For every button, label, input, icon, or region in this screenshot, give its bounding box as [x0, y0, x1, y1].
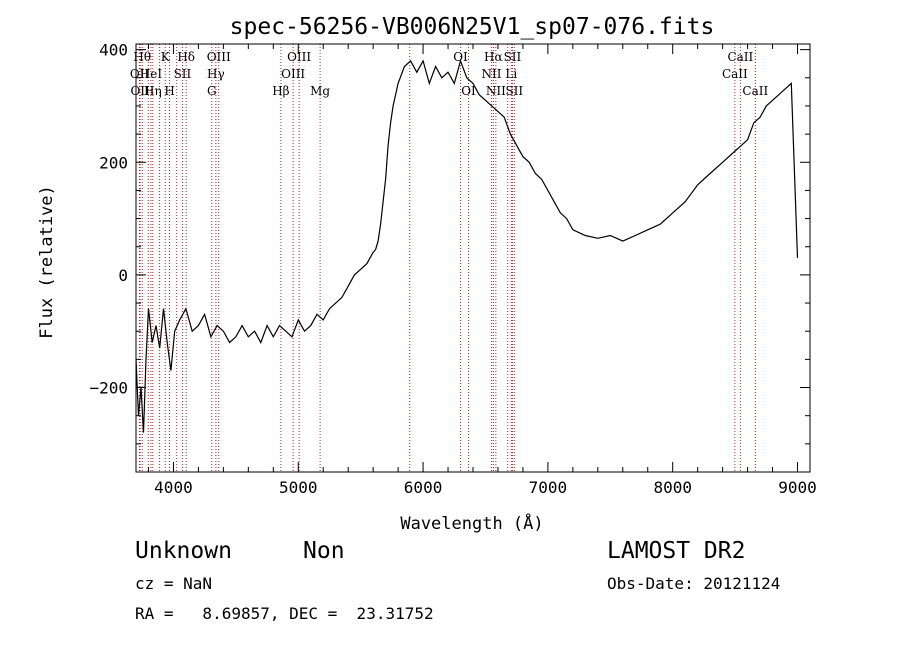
x-tick-label: 6000 [404, 478, 443, 497]
emission-line-label: OI [453, 50, 468, 64]
emission-line-label: OI [461, 84, 476, 98]
emission-line-label: SII [504, 50, 522, 64]
emission-line-label: Hα [484, 50, 503, 64]
redshift-readout: cz = NaN [135, 574, 213, 593]
observation-date: Obs-Date: 20121124 [607, 574, 781, 593]
axes: 4000 5000 6000 7000 8000 9000 −200 0 200 400 [89, 41, 816, 497]
x-tick-label: 9000 [778, 478, 817, 497]
emission-line-label: Hθ [133, 50, 151, 64]
x-tick-label: 4000 [154, 478, 193, 497]
emission-line-label: OII [130, 84, 150, 98]
emission-line-label: CaII [722, 67, 748, 81]
emission-line-label: K [161, 50, 171, 64]
emission-line-label: OIII [287, 50, 311, 64]
coordinates-readout: RA = 8.69857, DEC = 23.31752 [135, 604, 434, 623]
x-tick-label: 5000 [279, 478, 318, 497]
emission-line-label: OIII [207, 50, 231, 64]
y-axis-label: Flux (relative) [37, 185, 57, 339]
y-tick-label: 400 [99, 41, 128, 60]
object-subclass: Non [303, 538, 345, 564]
emission-line-labels: HθOIIOIIHeIHηKHSIIHδGHγOIIIHβOIIIOIIIMgO… [130, 50, 769, 98]
spectrum-series-line [135, 58, 799, 433]
emission-line-label: SII [174, 67, 192, 81]
emission-line-label: NII [481, 67, 501, 81]
emission-line-label: H [164, 84, 174, 98]
emission-line-label: Mg [310, 84, 330, 98]
y-tick-label: 200 [99, 153, 128, 172]
y-tick-label: −200 [89, 379, 128, 398]
emission-line-label: CaII [727, 50, 753, 64]
y-tick-label: 0 [118, 266, 128, 285]
emission-line-label: Li [505, 67, 517, 81]
emission-line-label: HeI [140, 67, 163, 81]
plot-frame [135, 43, 811, 473]
emission-line-label: NII [486, 84, 506, 98]
emission-line-label: Hδ [177, 50, 195, 64]
survey-release: LAMOST DR2 [607, 538, 746, 564]
x-axis-label: Wavelength (Å) [400, 512, 543, 534]
x-tick-label: 7000 [529, 478, 568, 497]
emission-line-label: G [207, 84, 217, 98]
emission-line-label: Hη [144, 84, 162, 98]
object-class: Unknown [135, 538, 232, 564]
emission-line-label: Hβ [272, 84, 289, 98]
chart-title: spec-56256-VB006N25V1_sp07-076.fits [230, 14, 715, 40]
emission-line-markers [138, 44, 756, 472]
emission-line-label: CaII [742, 84, 768, 98]
x-tick-label: 8000 [653, 478, 692, 497]
emission-line-label: SII [505, 84, 523, 98]
emission-line-label: OII [130, 67, 150, 81]
emission-line-label: Hγ [207, 67, 225, 81]
emission-line-label: OIII [281, 67, 305, 81]
